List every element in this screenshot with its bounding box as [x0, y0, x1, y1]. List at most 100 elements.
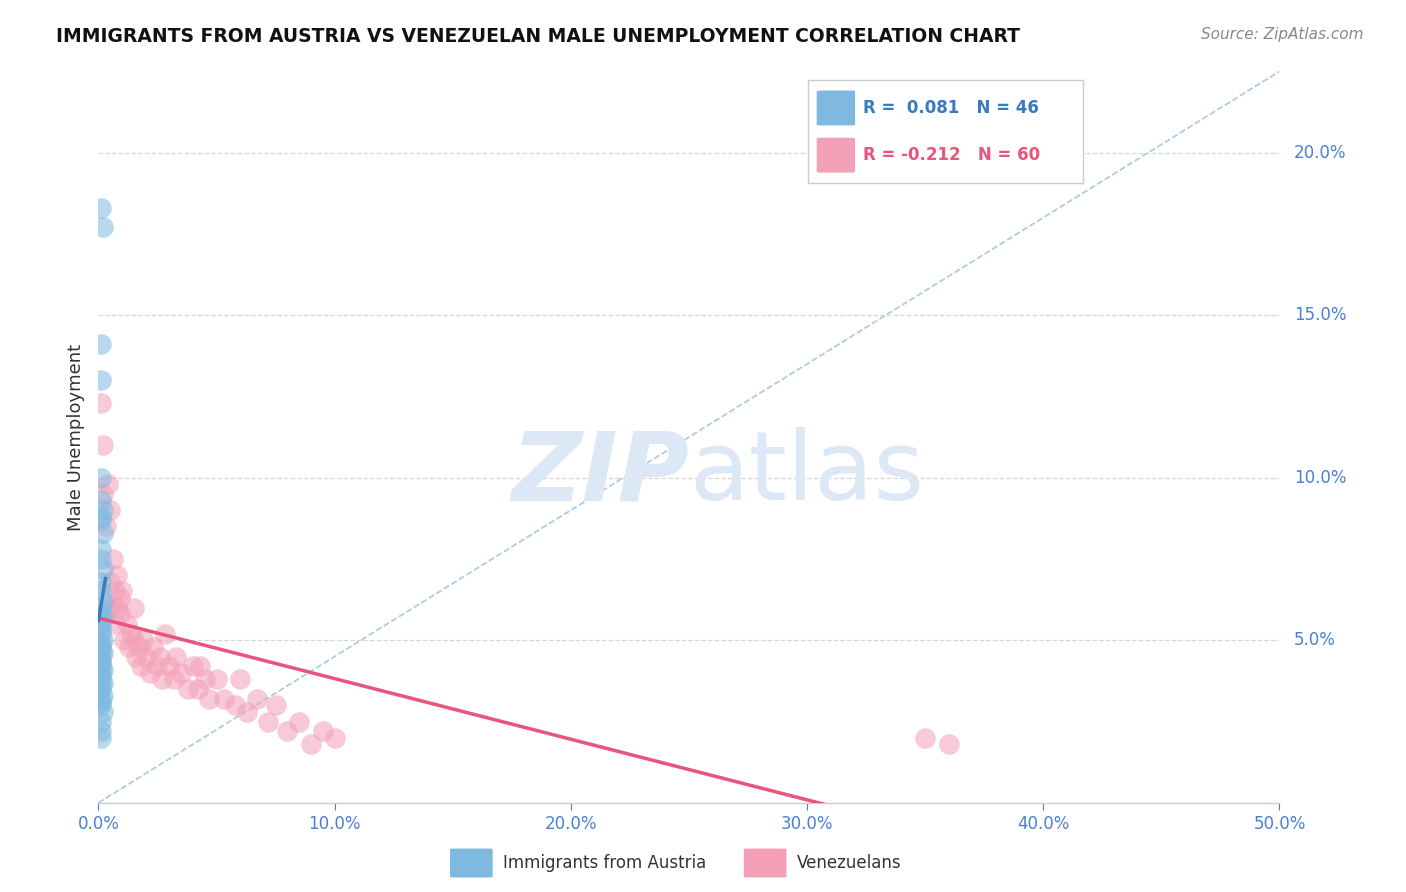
- Text: ZIP: ZIP: [510, 427, 689, 520]
- Point: [90, 679, 112, 693]
- Point: [91, 526, 114, 541]
- Point: [91, 705, 114, 719]
- Point: [323, 731, 346, 745]
- Point: [170, 665, 193, 680]
- Point: [91, 675, 114, 690]
- Point: [90, 691, 112, 706]
- Point: [90, 714, 112, 729]
- Point: [101, 552, 124, 566]
- FancyBboxPatch shape: [817, 137, 855, 173]
- Text: 20.0%: 20.0%: [1294, 144, 1346, 161]
- Point: [91, 646, 114, 660]
- Point: [90, 653, 112, 667]
- Point: [181, 659, 204, 673]
- Point: [264, 698, 287, 713]
- Point: [90, 542, 112, 557]
- Text: atlas: atlas: [689, 427, 924, 520]
- Point: [312, 724, 335, 739]
- Point: [299, 737, 322, 751]
- Point: [98, 503, 121, 517]
- Point: [90, 493, 112, 508]
- Point: [122, 633, 145, 648]
- Point: [90, 607, 112, 622]
- Text: 5.0%: 5.0%: [1294, 632, 1336, 649]
- Point: [257, 714, 280, 729]
- Point: [157, 659, 180, 673]
- Point: [90, 636, 112, 650]
- Point: [125, 649, 148, 664]
- Point: [108, 591, 131, 605]
- Point: [90, 649, 112, 664]
- Point: [90, 698, 112, 713]
- Text: 15.0%: 15.0%: [1294, 306, 1346, 324]
- Point: [91, 663, 114, 677]
- Point: [90, 373, 112, 387]
- Point: [90, 724, 112, 739]
- Point: [108, 607, 131, 622]
- Point: [90, 665, 112, 680]
- Point: [104, 584, 127, 599]
- Text: R = -0.212   N = 60: R = -0.212 N = 60: [863, 146, 1040, 164]
- Point: [276, 724, 298, 739]
- Point: [105, 600, 128, 615]
- Point: [91, 594, 114, 608]
- Point: [94, 519, 117, 533]
- Point: [90, 471, 112, 485]
- Text: Source: ZipAtlas.com: Source: ZipAtlas.com: [1201, 27, 1364, 42]
- Point: [91, 689, 114, 703]
- Point: [90, 681, 112, 696]
- Point: [91, 562, 114, 576]
- Point: [194, 673, 217, 687]
- Point: [288, 714, 311, 729]
- Point: [90, 695, 112, 709]
- Point: [91, 487, 114, 501]
- Text: Immigrants from Austria: Immigrants from Austria: [503, 854, 707, 872]
- Point: [112, 633, 135, 648]
- Point: [90, 640, 112, 654]
- Point: [236, 705, 259, 719]
- Point: [135, 649, 157, 664]
- Point: [90, 626, 112, 640]
- Text: Venezuelans: Venezuelans: [797, 854, 901, 872]
- Point: [142, 640, 165, 654]
- Point: [90, 669, 112, 683]
- Point: [105, 568, 128, 582]
- Point: [90, 396, 112, 410]
- Point: [224, 698, 246, 713]
- Point: [101, 600, 124, 615]
- Point: [90, 513, 112, 527]
- Point: [111, 584, 134, 599]
- Point: [118, 640, 141, 654]
- Text: IMMIGRANTS FROM AUSTRIA VS VENEZUELAN MALE UNEMPLOYMENT CORRELATION CHART: IMMIGRANTS FROM AUSTRIA VS VENEZUELAN MA…: [56, 27, 1021, 45]
- Y-axis label: Male Unemployment: Male Unemployment: [66, 343, 84, 531]
- Point: [90, 624, 112, 638]
- Point: [97, 600, 120, 615]
- Point: [91, 220, 114, 235]
- FancyBboxPatch shape: [744, 848, 786, 878]
- Point: [188, 659, 211, 673]
- Point: [90, 617, 112, 632]
- Point: [91, 438, 114, 452]
- Point: [132, 633, 155, 648]
- Point: [90, 584, 112, 599]
- Point: [90, 643, 112, 657]
- Text: R =  0.081   N = 46: R = 0.081 N = 46: [863, 99, 1039, 117]
- FancyBboxPatch shape: [450, 848, 492, 878]
- Point: [90, 574, 112, 589]
- Point: [90, 337, 112, 351]
- Point: [212, 691, 235, 706]
- Point: [205, 673, 228, 687]
- FancyBboxPatch shape: [817, 91, 855, 126]
- Point: [90, 201, 112, 215]
- Point: [90, 656, 112, 670]
- Point: [153, 626, 176, 640]
- Point: [128, 640, 150, 654]
- Point: [938, 737, 960, 751]
- Point: [91, 633, 114, 648]
- Point: [115, 617, 138, 632]
- Point: [246, 691, 269, 706]
- Point: [146, 659, 169, 673]
- Point: [91, 503, 114, 517]
- Point: [121, 626, 143, 640]
- Point: [104, 617, 127, 632]
